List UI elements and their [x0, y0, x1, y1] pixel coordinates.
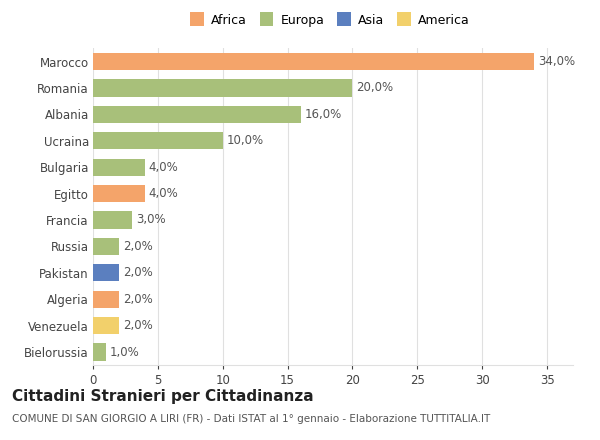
Text: Cittadini Stranieri per Cittadinanza: Cittadini Stranieri per Cittadinanza: [12, 389, 314, 404]
Text: 2,0%: 2,0%: [123, 293, 152, 306]
Text: 2,0%: 2,0%: [123, 266, 152, 279]
Bar: [93, 53, 534, 70]
Text: 4,0%: 4,0%: [149, 161, 179, 174]
Bar: [93, 290, 119, 308]
Text: 10,0%: 10,0%: [227, 134, 264, 147]
Bar: [93, 238, 119, 255]
Bar: [93, 158, 145, 176]
Legend: Africa, Europa, Asia, America: Africa, Europa, Asia, America: [186, 11, 474, 31]
Bar: [93, 106, 301, 123]
Text: 1,0%: 1,0%: [110, 345, 140, 359]
Text: 3,0%: 3,0%: [136, 213, 166, 227]
Text: COMUNE DI SAN GIORGIO A LIRI (FR) - Dati ISTAT al 1° gennaio - Elaborazione TUTT: COMUNE DI SAN GIORGIO A LIRI (FR) - Dati…: [12, 414, 490, 425]
Bar: [93, 317, 119, 334]
Bar: [93, 185, 145, 202]
Text: 2,0%: 2,0%: [123, 240, 152, 253]
Bar: [93, 132, 223, 149]
Bar: [93, 343, 106, 361]
Text: 16,0%: 16,0%: [304, 108, 342, 121]
Text: 20,0%: 20,0%: [356, 81, 394, 95]
Bar: [93, 79, 352, 96]
Bar: [93, 211, 132, 229]
Text: 4,0%: 4,0%: [149, 187, 179, 200]
Text: 2,0%: 2,0%: [123, 319, 152, 332]
Text: 34,0%: 34,0%: [538, 55, 575, 68]
Bar: [93, 264, 119, 282]
